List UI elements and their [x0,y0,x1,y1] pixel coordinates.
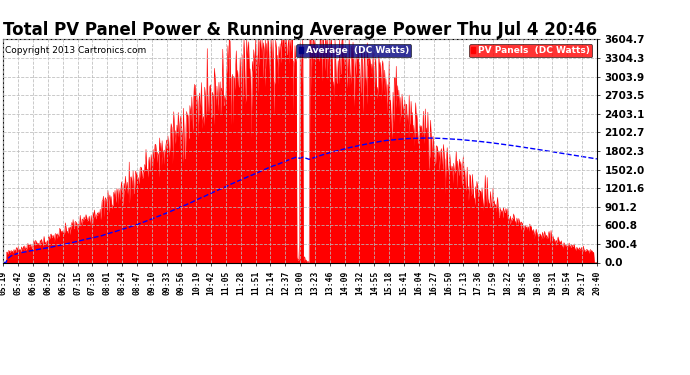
Text: Copyright 2013 Cartronics.com: Copyright 2013 Cartronics.com [5,46,146,55]
Title: Total PV Panel Power & Running Average Power Thu Jul 4 20:46: Total PV Panel Power & Running Average P… [3,21,598,39]
Legend: PV Panels  (DC Watts): PV Panels (DC Watts) [469,44,592,57]
